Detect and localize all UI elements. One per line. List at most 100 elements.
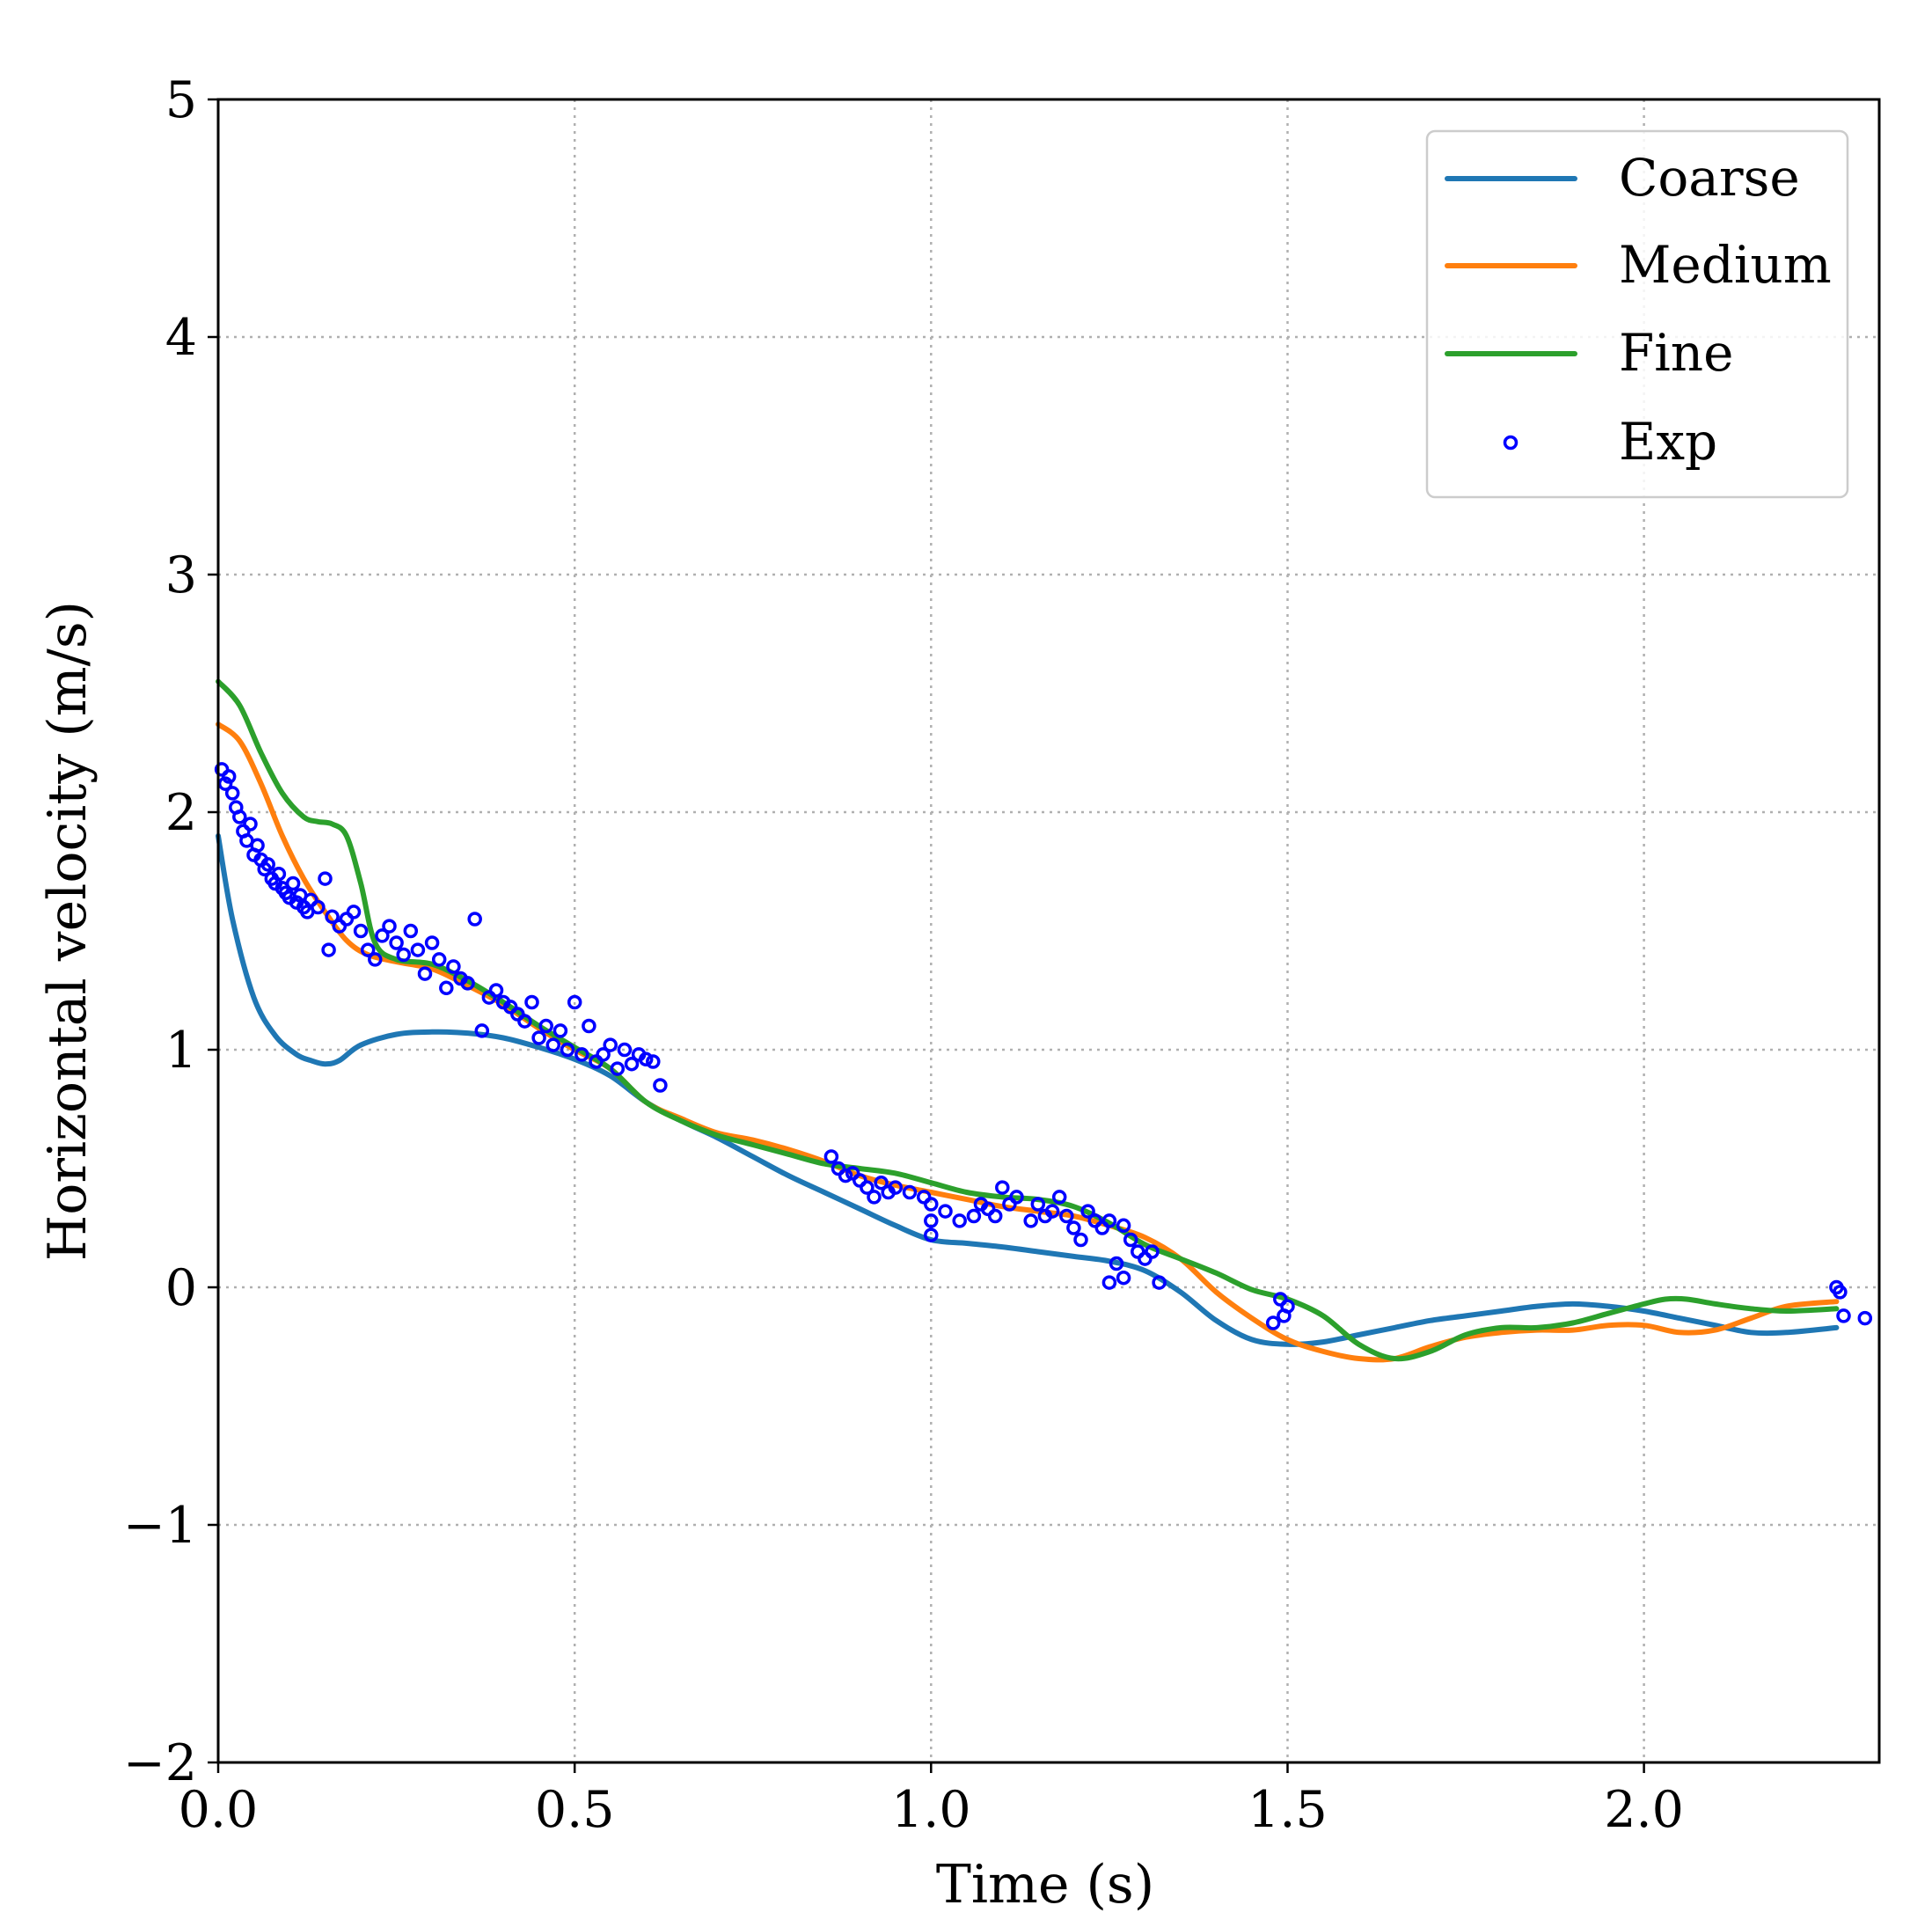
legend-exp-marker	[1503, 435, 1519, 451]
exp-point	[1116, 1270, 1131, 1286]
exp-point	[410, 942, 426, 957]
exp-point	[417, 966, 433, 981]
exp-point	[339, 912, 355, 927]
exp-point	[1131, 1244, 1145, 1259]
axis-ticks: 0.0 0.5 1.0 1.5 2.0 −2 −1 0 1 2 3 4 5	[123, 71, 1684, 1839]
y-tick-label: 0	[165, 1259, 197, 1317]
exp-point	[250, 838, 265, 854]
exp-point	[653, 1078, 668, 1093]
exp-point	[382, 919, 397, 934]
exp-point	[938, 1204, 953, 1219]
y-tick-label: −2	[123, 1734, 197, 1792]
x-tick-label: 1.5	[1248, 1781, 1328, 1839]
exp-point	[1101, 1275, 1117, 1290]
exp-point	[952, 1213, 967, 1228]
exp-point	[874, 1175, 889, 1191]
exp-point	[1030, 1197, 1046, 1212]
exp-point	[311, 899, 326, 915]
exp-point	[980, 1201, 996, 1217]
exp-point	[1073, 1232, 1088, 1248]
y-axis-label: Horizontal velocity (m/s)	[37, 601, 99, 1261]
exp-point	[838, 1168, 853, 1183]
exp-point	[867, 1190, 882, 1205]
exp-point	[902, 1184, 918, 1200]
exp-point	[1123, 1232, 1138, 1248]
y-tick-label: −1	[123, 1497, 197, 1555]
exp-point	[232, 810, 247, 824]
y-tick-label: 4	[165, 309, 197, 367]
exp-point	[1059, 1208, 1074, 1224]
exp-point	[966, 1208, 982, 1224]
exp-point	[567, 994, 582, 1010]
exp-point	[221, 769, 237, 784]
exp-point	[1101, 1213, 1117, 1228]
exp-point	[638, 1051, 654, 1067]
plot-frame	[216, 98, 1881, 1764]
exp-point	[888, 1180, 904, 1195]
exp-point	[488, 983, 504, 998]
legend: Coarse Medium Fine Exp	[1425, 129, 1849, 499]
exp-point	[446, 959, 461, 974]
exp-point	[474, 1023, 490, 1038]
exp-point	[560, 1042, 575, 1058]
series-layer	[214, 678, 1873, 1363]
exp-point	[1094, 1220, 1110, 1235]
y-tick-label: 2	[165, 784, 197, 842]
exp-point	[596, 1047, 611, 1062]
exp-point	[1080, 1204, 1095, 1219]
exp-point	[510, 1007, 525, 1022]
exp-point	[1836, 1308, 1851, 1323]
exp-point	[1280, 1299, 1295, 1314]
exp-point	[603, 1037, 618, 1052]
series-line-coarse	[216, 833, 1840, 1347]
exp-point	[260, 857, 275, 872]
exp-point	[346, 905, 362, 920]
x-tick-label: 0.0	[179, 1781, 259, 1839]
exp-point	[224, 786, 240, 801]
exp-point	[524, 994, 539, 1010]
legend-fine-label: Fine	[1619, 323, 1733, 383]
exp-point	[375, 928, 390, 943]
exp-point	[424, 935, 440, 950]
exp-point	[574, 1047, 589, 1062]
exp-point	[353, 923, 369, 939]
exp-point	[624, 1056, 640, 1072]
exp-point	[916, 1190, 932, 1205]
exp-point	[1044, 1204, 1060, 1219]
exp-point	[396, 947, 411, 963]
exp-point	[304, 892, 318, 908]
exp-point	[243, 817, 258, 832]
exp-point	[589, 1054, 604, 1069]
exp-point	[531, 1030, 546, 1045]
exp-point	[403, 923, 419, 939]
exp-point	[439, 980, 454, 996]
exp-point	[332, 919, 348, 934]
exp-point	[360, 942, 376, 957]
series-line-fine	[216, 678, 1840, 1362]
exp-point	[1265, 1315, 1281, 1330]
exp-point	[1138, 1251, 1153, 1266]
exp-point	[1857, 1310, 1873, 1326]
exp-point	[481, 990, 497, 1005]
exp-point	[845, 1166, 860, 1181]
exp-point	[368, 952, 383, 967]
y-tick-label: 3	[165, 546, 197, 604]
exp-point	[924, 1213, 939, 1228]
exp-point	[610, 1061, 626, 1076]
exp-point	[538, 1018, 553, 1034]
y-tick-label: 5	[165, 71, 197, 129]
exp-point	[431, 952, 447, 967]
exp-point	[1116, 1218, 1131, 1234]
exp-point	[1087, 1213, 1102, 1228]
exp-point	[467, 912, 482, 927]
exp-point	[646, 1054, 661, 1069]
exp-point	[460, 976, 475, 991]
exp-point	[1002, 1197, 1017, 1212]
exp-point	[517, 1014, 532, 1029]
exp-point	[545, 1037, 561, 1052]
exp-point	[853, 1173, 867, 1188]
legend-frame	[1425, 129, 1849, 499]
legend-coarse-label: Coarse	[1619, 148, 1800, 208]
exp-point	[987, 1208, 1003, 1224]
exp-point	[285, 876, 301, 891]
